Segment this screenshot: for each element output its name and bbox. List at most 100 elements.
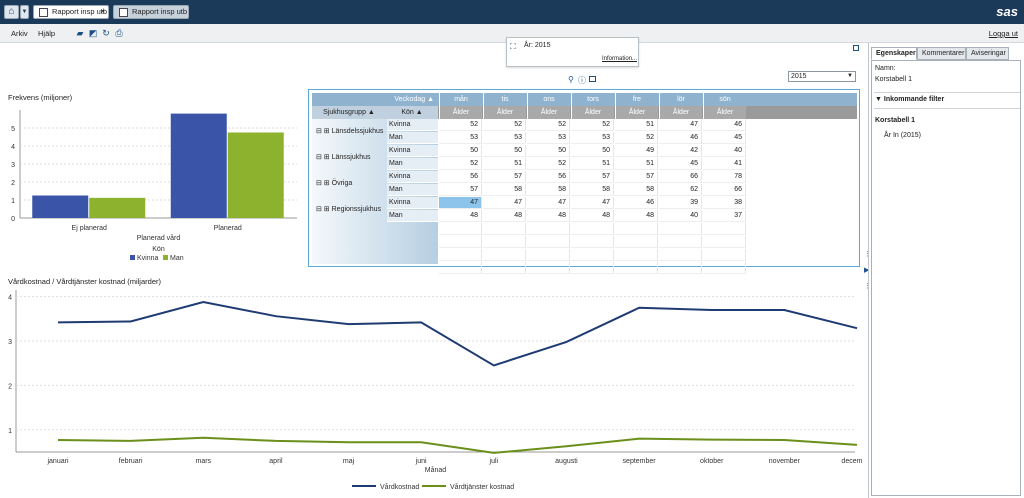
legend-label: Kvinna xyxy=(137,255,159,262)
empty-cell xyxy=(571,249,614,261)
legend-swatch xyxy=(130,255,135,260)
info-icon[interactable]: ⓘ xyxy=(578,76,586,85)
y-tick-label: 4 xyxy=(8,295,12,302)
table-cell: 40 xyxy=(659,210,702,222)
table-cell: 58 xyxy=(615,184,658,196)
legend-label: Man xyxy=(170,255,184,262)
x-tick-label: november xyxy=(769,458,801,465)
empty-cell xyxy=(615,249,658,261)
resize-handle[interactable]: ⋮ xyxy=(864,282,871,290)
series-line-vardkostnad xyxy=(57,300,858,367)
print-icon[interactable]: ⎙ xyxy=(115,28,123,38)
info-tooltip: ⛶ År: 2015 Information... xyxy=(506,37,639,67)
chevron-down-icon[interactable]: ▼ xyxy=(20,5,29,19)
table-cell: 78 xyxy=(703,171,746,183)
table-cell: 52 xyxy=(527,119,570,131)
close-icon[interactable]: × xyxy=(100,7,105,16)
menu-hjalp[interactable]: Hjälp xyxy=(38,29,56,38)
measure-header: Ålder xyxy=(527,106,570,119)
incoming-filter-toggle[interactable]: ▼ Inkommande filter xyxy=(875,96,945,103)
table-cell: 53 xyxy=(483,132,526,144)
x-tick-label: december xyxy=(841,458,862,465)
empty-cell xyxy=(571,223,614,235)
empty-cell xyxy=(527,262,570,274)
table-cell: 52 xyxy=(439,119,482,131)
table-cell: 66 xyxy=(703,184,746,196)
edit-icon[interactable]: ◩ xyxy=(88,28,98,38)
menu-arkiv[interactable]: Arkiv xyxy=(11,29,28,38)
table-cell: 50 xyxy=(483,145,526,157)
sas-logo: sas xyxy=(996,4,1018,19)
empty-cell xyxy=(615,223,658,235)
empty-cell xyxy=(659,262,702,274)
line-chart-title: Vårdkostnad / Vårdtjänster kostnad (milj… xyxy=(8,277,161,286)
empty-cell xyxy=(571,262,614,274)
column-header-day: mån xyxy=(439,93,482,106)
filter-icon[interactable]: ⚲ xyxy=(568,75,574,84)
table-cell: 52 xyxy=(483,119,526,131)
table-cell: 47 xyxy=(571,197,614,209)
table-cell: 49 xyxy=(615,145,658,157)
table-cell: 52 xyxy=(615,132,658,144)
collapse-icon[interactable]: ▶ xyxy=(864,267,870,274)
table-cell: 37 xyxy=(703,210,746,222)
bar-chart-title: Frekvens (miljoner) xyxy=(8,93,73,102)
table-cell: 47 xyxy=(439,197,482,209)
column-header-day: lör xyxy=(659,93,702,106)
tab-kommentarer[interactable]: Kommentarer xyxy=(917,47,966,60)
row-group-label: ⊟ ⊞ Regionssjukhus xyxy=(316,206,382,213)
x-tick-label: juni xyxy=(415,458,427,465)
logout-link[interactable]: Logga ut xyxy=(988,29,1018,38)
resize-handle[interactable]: ⋮ xyxy=(864,250,871,258)
series-line-vardtjanster xyxy=(57,436,858,454)
name-value: Korstabell 1 xyxy=(875,76,912,83)
x-tick-label: Planerad xyxy=(214,225,242,232)
home-icon[interactable]: ⌂ xyxy=(4,5,19,19)
measure-header: Ålder xyxy=(483,106,526,119)
table-cell: 48 xyxy=(615,210,658,222)
tab-egenskaper[interactable]: Egenskaper xyxy=(871,47,917,60)
row-kon-label: Man xyxy=(387,132,438,144)
bar-chart: 0 1 2 3 4 5 Ej planerad Planerad Planerad vård Kö… xyxy=(11,110,297,262)
y-tick-label: 1 xyxy=(11,198,15,205)
table-cell: 57 xyxy=(571,171,614,183)
empty-cell xyxy=(439,262,482,274)
maximize-icon[interactable] xyxy=(853,45,859,51)
information-link[interactable]: Information... xyxy=(602,56,638,62)
column-header-day: tis xyxy=(483,93,526,106)
year-select[interactable]: 2015 ▼ xyxy=(788,71,856,82)
table-cell: 66 xyxy=(659,171,702,183)
measure-header: Ålder xyxy=(703,106,746,119)
table-cell: 62 xyxy=(659,184,702,196)
year-select-value: 2015 xyxy=(791,73,807,80)
row-kon-label: Kvinna xyxy=(387,197,438,209)
tab-report-2[interactable]: Rapport insp utb xyxy=(113,5,189,19)
legend-label: Vårdtjänster kostnad xyxy=(450,483,514,491)
measure-header: Ålder xyxy=(571,106,614,119)
folder-icon[interactable]: ▰ xyxy=(76,28,84,38)
legend-label: Vårdkostnad xyxy=(380,483,419,491)
y-tick-label: 2 xyxy=(11,180,15,187)
maximize-icon[interactable] xyxy=(589,76,596,82)
table-cell: 48 xyxy=(571,210,614,222)
refresh-icon[interactable]: ↻ xyxy=(102,28,110,38)
table-cell: 50 xyxy=(571,145,614,157)
crosstab-table: Veckodag ▲ Sjukhusgrupp ▲ Kön ▲ mån Ålder tis… xyxy=(308,89,860,274)
row-group-label: ⊟ ⊞ Länssjukhus xyxy=(316,154,371,161)
row-header-sjukhusgrupp: Sjukhusgrupp ▲ xyxy=(312,106,386,119)
x-tick-label: mars xyxy=(195,458,211,465)
measure-header: Ålder xyxy=(659,106,702,119)
row-kon-label: Man xyxy=(387,158,438,170)
tab-aviseringar[interactable]: Aviseringar xyxy=(966,47,1009,60)
empty-cell xyxy=(703,262,746,274)
divider xyxy=(874,92,1020,93)
column-header-day: ons xyxy=(527,93,570,106)
empty-cell xyxy=(527,236,570,248)
y-tick-label: 2 xyxy=(8,383,12,390)
column-header-day: sön xyxy=(703,93,746,106)
tab-report-1[interactable]: Rapport insp utb × xyxy=(33,5,109,19)
empty-cell xyxy=(703,223,746,235)
empty-cell xyxy=(659,223,702,235)
measure-header: Ålder xyxy=(439,106,482,119)
y-tick-label: 3 xyxy=(8,339,12,346)
